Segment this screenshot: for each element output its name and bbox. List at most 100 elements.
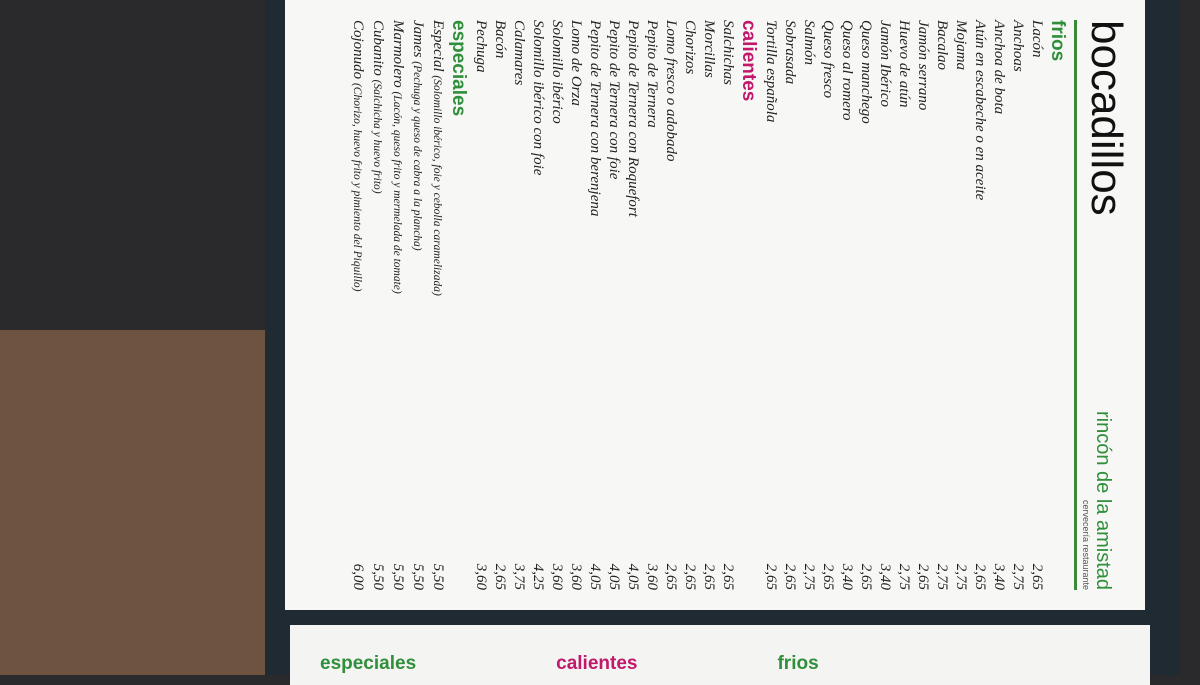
item-name: Cojonudo: [350, 20, 366, 80]
menu-item: Jamón serrano 2,65: [913, 20, 932, 590]
item-name: Pepito de Ternera con Roquefort: [625, 20, 641, 217]
menu-item: Pepito de Ternera 3,60: [642, 20, 661, 590]
item-price: 3,40: [839, 563, 855, 590]
section-title: frios: [1047, 20, 1068, 62]
item-price: 3,60: [568, 563, 584, 590]
item-label: Cojonudo (Chorizo, huevo frito y pimient…: [347, 20, 367, 292]
item-label: Queso fresco: [818, 20, 837, 98]
menu-item: Solomillo ibérico 3,60: [547, 20, 566, 590]
brand: rincón de la amistad cervecería restauran…: [1081, 411, 1114, 590]
section-title: especiales: [448, 20, 469, 117]
item-price: 2,75: [953, 563, 969, 590]
item-label: Anchoa de bota: [989, 20, 1008, 114]
item-price: 2,65: [782, 563, 798, 590]
item-label: Salmón: [799, 20, 818, 65]
item-price: 2,65: [1029, 563, 1045, 590]
menu-item: Pechuga 3,60: [471, 20, 490, 590]
item-label: Lomo de Orza: [566, 20, 585, 106]
menu-item: Bacón 2,65: [490, 20, 509, 590]
item-detail: (Chorizo, huevo frito y pimiento del Piq…: [351, 82, 363, 292]
item-label: Pepito de Ternera: [642, 20, 661, 128]
item-name: Sobrasada: [782, 20, 798, 85]
menu-item: Salchichas 2,65: [718, 20, 737, 590]
item-label: Marmolero (Lacón, queso frito y mermelad…: [387, 20, 407, 294]
item-price: 5,50: [430, 563, 446, 590]
menu-item: Lacón 2,65: [1027, 20, 1046, 590]
section-title: especiales: [320, 653, 417, 674]
menu-item: Salmón 2,75: [799, 20, 818, 590]
item-name: Lomo fresco o adobado: [663, 20, 679, 162]
item-name: Mojama: [953, 20, 969, 70]
item-detail: (Salchicha y huevo frito): [371, 79, 383, 194]
item-price: 2,65: [701, 563, 717, 590]
menu-item: Mojama 2,75: [951, 20, 970, 590]
menu-item: Chorizos 2,65: [680, 20, 699, 590]
item-name: Tortilla española: [763, 20, 779, 123]
menu-item: Bacalao 2,75: [932, 20, 951, 590]
menu-item: Lomo de Orza 3,60: [566, 20, 585, 590]
item-name: Lacón: [1029, 20, 1045, 58]
item-name: Anchoa de bota: [991, 20, 1007, 115]
item-name: Bacalao: [934, 20, 950, 70]
item-name: Pepito de Ternera con foie: [606, 20, 622, 180]
item-label: Pechuga: [471, 20, 490, 72]
title: bocadillos: [1082, 20, 1131, 216]
item-price: 4,05: [606, 563, 622, 590]
item-name: Morcillas: [701, 20, 717, 78]
item-price: 2,75: [801, 563, 817, 590]
item-detail: (Pechuga y queso de cabra a la plancha): [411, 61, 423, 251]
section-title: calientes: [556, 653, 638, 674]
menu-item: Solomillo ibérico con foie 4,25: [528, 20, 547, 590]
item-price: 2,65: [682, 563, 698, 590]
item-detail: (Lacón, queso frito y mermelada de tomat…: [391, 91, 403, 294]
item-price: 2,65: [720, 563, 736, 590]
item-price: 2,65: [820, 563, 836, 590]
menu-item: Pepito de Ternera con foie 4,05: [604, 20, 623, 590]
menu-item: Pepito de Ternera con berenjena 4,05: [585, 20, 604, 590]
item-label: Salchichas: [718, 20, 737, 85]
menu-item: Atún en escabeche o en aceite 2,65: [970, 20, 989, 590]
menu-item: Cubanito (Salchicha y huevo frito) 5,50: [367, 20, 387, 590]
menu-item: Queso manchego 2,65: [856, 20, 875, 590]
item-label: Atún en escabeche o en aceite: [970, 20, 989, 200]
item-price: 2,75: [934, 563, 950, 590]
next-page: especiales calientes frios: [290, 625, 1150, 685]
item-name: Anchoas: [1010, 20, 1026, 72]
menu-item: Jamón Ibérico 3,40: [875, 20, 894, 590]
item-price: 6,00: [350, 563, 366, 590]
item-label: Cubanito (Salchicha y huevo frito): [367, 20, 387, 194]
item-price: 2,65: [492, 563, 508, 590]
item-name: Solomillo ibérico: [549, 20, 565, 124]
item-name: Queso al romero: [839, 20, 855, 121]
menu-list: frios Lacón 2,65 Anchoas 2,75 Anchoa de bota 3…: [347, 20, 1068, 590]
brand-name: rincón de la amistad: [1092, 411, 1114, 590]
menu-item: Tortilla española 2,65: [761, 20, 780, 590]
item-name: Jamón Ibérico: [877, 20, 893, 108]
item-label: Lacón: [1027, 20, 1046, 58]
item-label: Pepito de Ternera con Roquefort: [623, 20, 642, 217]
item-price: 3,60: [549, 563, 565, 590]
item-name: Especial: [430, 20, 446, 72]
item-label: Solomillo ibérico con foie: [528, 20, 547, 175]
item-name: Salchichas: [720, 20, 736, 85]
menu-item: Sobrasada 2,65: [780, 20, 799, 590]
item-label: Sobrasada: [780, 20, 799, 84]
menu-item: Especial (Solomillo ibérico, foie y cebo…: [427, 20, 447, 590]
item-price: 3,75: [511, 563, 527, 590]
item-price: 3,60: [473, 563, 489, 590]
item-price: 5,50: [410, 563, 426, 590]
menu-item: Anchoas 2,75: [1008, 20, 1027, 590]
menu-item: Morcillas 2,65: [699, 20, 718, 590]
item-name: Cubanito: [370, 20, 386, 76]
item-name: Jamón serrano: [915, 20, 931, 111]
item-label: Bacalao: [932, 20, 951, 70]
item-name: Chorizos: [682, 20, 698, 75]
item-price: 2,65: [763, 563, 779, 590]
item-name: Solomillo ibérico con foie: [530, 20, 546, 176]
item-label: Tortilla española: [761, 20, 780, 122]
item-price: 2,65: [663, 563, 679, 590]
item-label: Bacón: [490, 20, 509, 58]
item-name: Lomo de Orza: [568, 20, 584, 106]
item-name: Huevo de atún: [896, 20, 912, 108]
menu-item: Queso fresco 2,65: [818, 20, 837, 590]
